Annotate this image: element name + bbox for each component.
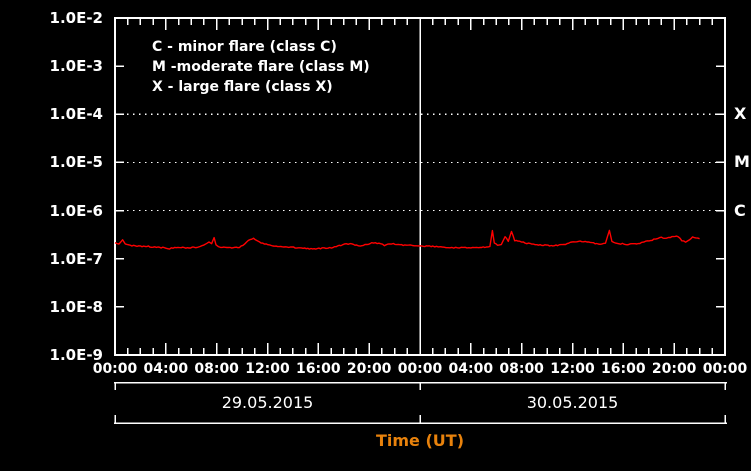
x-tick-label: 16:00 [296,361,341,377]
x-tick-label: 16:00 [601,361,646,377]
date-label: 30.05.2015 [526,393,619,412]
date-brackets [114,381,727,424]
y-tick-label: 1.0E-3 [49,57,103,76]
x-tick-label: 04:00 [448,361,494,377]
flare-class-label: C [734,200,746,220]
x-tick-label: 12:00 [550,361,595,377]
y-tick-label: 1.0E-4 [49,105,103,124]
x-tick-label: 00:00 [397,361,443,377]
flux-curve [114,229,700,250]
y-tick-label: 1.0E-6 [49,201,103,220]
y-tick-label: 1.0E-8 [49,297,103,316]
flare-class-label: X [734,104,747,124]
x-tick-label: 20:00 [651,361,697,377]
x-tick-label: 00:00 [92,361,138,377]
y-tick-label: 1.0E-7 [49,249,103,268]
x-tick-label: 08:00 [499,361,544,377]
legend-line: X - large flare (class X) [152,79,333,95]
flare-class-label: M [734,152,750,172]
y-tick-label: 1.0E-9 [49,346,103,364]
x-tick-label: 08:00 [194,361,239,377]
x-axis-title: Time (UT) [375,431,465,450]
y-tick-label: 1.0E-2 [49,9,103,27]
x-tick-label: 12:00 [245,361,290,377]
x-tick-label: 20:00 [346,361,392,377]
y-tick-label: 1.0E-5 [49,153,103,172]
legend-line: M -moderate flare (class M) [152,59,370,75]
date-label: 29.05.2015 [221,393,314,412]
legend-line: C - minor flare (class C) [152,39,337,55]
x-tick-label: 00:00 [702,361,748,377]
x-tick-label: 04:00 [143,361,189,377]
axis-ticks [114,18,726,355]
